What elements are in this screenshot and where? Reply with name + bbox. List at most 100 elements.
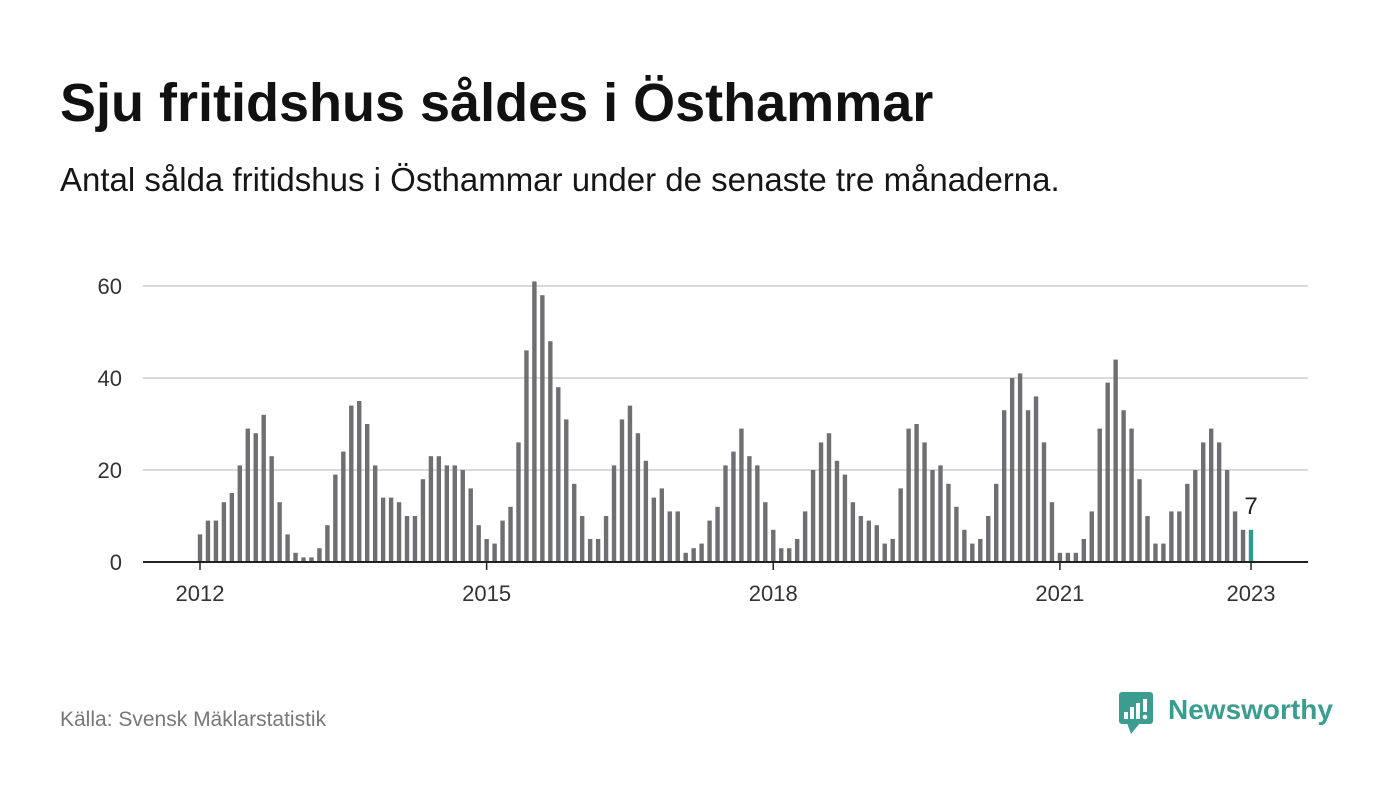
bar [1240, 529, 1246, 562]
bar [579, 516, 585, 562]
bar [794, 539, 800, 562]
x-tick-label: 2021 [1035, 581, 1084, 606]
bar [691, 548, 696, 562]
logo-bar [1136, 703, 1140, 719]
bar [1081, 539, 1086, 562]
x-tick-label: 2015 [462, 581, 511, 606]
bar [1025, 410, 1031, 562]
bar [850, 502, 856, 562]
bar [1145, 516, 1150, 562]
bar [1169, 511, 1174, 562]
logo-bar [1124, 712, 1128, 719]
bar [317, 548, 322, 562]
bar [261, 414, 266, 562]
bar [1232, 511, 1238, 562]
bar [938, 465, 943, 562]
bar [587, 539, 593, 562]
bar [659, 488, 665, 562]
bar [651, 497, 657, 562]
logo-dot [1142, 714, 1148, 720]
bar [842, 474, 848, 562]
y-tick-label: 60 [98, 274, 122, 299]
bar [572, 483, 577, 562]
bar [898, 488, 903, 562]
y-tick-label: 40 [98, 366, 122, 391]
bars [197, 281, 1254, 562]
bar [731, 451, 736, 562]
bar [253, 433, 258, 562]
logo-bar [1130, 707, 1134, 719]
bar [1121, 410, 1126, 562]
chart-title: Sju fritidshus såldes i Östhammar [60, 73, 934, 133]
bar [205, 520, 211, 562]
bar [341, 451, 346, 562]
bar [197, 534, 203, 562]
bar [946, 483, 951, 562]
bar [548, 341, 553, 562]
bar [388, 497, 394, 562]
bar [1065, 552, 1071, 562]
bar [1017, 373, 1023, 562]
bar [755, 465, 760, 562]
bar [325, 525, 330, 562]
bar [293, 552, 298, 562]
bar [221, 502, 227, 562]
bar [349, 405, 354, 562]
bar [372, 465, 378, 562]
bar [428, 456, 434, 562]
x-tick-label: 2018 [749, 581, 798, 606]
bar [436, 456, 442, 562]
bar [309, 557, 314, 562]
bar [468, 488, 473, 562]
bar [882, 543, 887, 562]
bar [508, 506, 513, 562]
newsworthy-logo-icon [1119, 692, 1153, 734]
bar [476, 525, 481, 562]
bar [715, 506, 720, 562]
bar [954, 506, 959, 562]
bar [635, 433, 641, 562]
bar [1057, 552, 1063, 562]
bar [858, 516, 864, 562]
bar [699, 543, 704, 562]
bar [1089, 511, 1094, 562]
bar [516, 442, 521, 562]
bar [683, 552, 688, 562]
bar [962, 529, 967, 562]
bar [667, 511, 672, 562]
axes: 0 20 40 60 2012 2015 2018 2021 2023 [98, 274, 1308, 606]
bar [404, 516, 410, 562]
bar [1001, 410, 1007, 562]
x-tick-label: 2012 [176, 581, 225, 606]
bar [1216, 442, 1222, 562]
bar [922, 442, 927, 562]
bar [357, 401, 362, 562]
bar [595, 539, 601, 562]
bar [866, 520, 872, 562]
bar [739, 428, 744, 562]
bar [986, 516, 991, 562]
bar [285, 534, 290, 562]
x-tick-label: 2023 [1227, 581, 1276, 606]
bar [802, 511, 808, 562]
bar [1049, 502, 1055, 562]
logo-exclamation [1143, 699, 1147, 712]
bar [1201, 442, 1206, 562]
bar [707, 520, 712, 562]
bar [747, 456, 752, 562]
bar [365, 424, 370, 562]
bar [556, 387, 561, 562]
bar [810, 470, 816, 562]
bar [675, 511, 680, 562]
bar [643, 460, 649, 562]
source-note: Källa: Svensk Mäklarstatistik [60, 708, 327, 731]
bar [1041, 442, 1047, 562]
bar [1113, 359, 1118, 562]
bar [301, 557, 306, 562]
bar [1009, 378, 1015, 562]
bar [492, 543, 497, 562]
bar [229, 493, 235, 562]
bar [786, 548, 792, 562]
bar [611, 465, 617, 562]
newsworthy-logo-text: Newsworthy [1168, 694, 1333, 725]
